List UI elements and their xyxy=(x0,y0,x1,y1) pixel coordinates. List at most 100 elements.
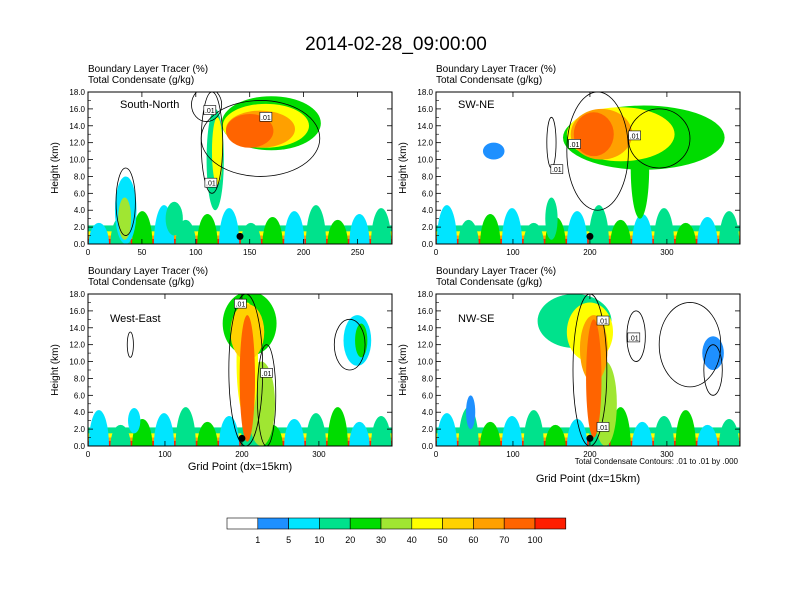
svg-text:.01: .01 xyxy=(552,167,562,174)
y-tick-label: 4.0 xyxy=(422,408,434,417)
tracer-bump xyxy=(610,219,631,244)
contour-label: .01 xyxy=(204,177,218,188)
tracer-bump xyxy=(88,222,109,244)
y-axis-label: Height (km) xyxy=(398,344,409,396)
contour-label: .01 xyxy=(260,368,273,378)
tracer-bump xyxy=(523,410,544,446)
panel-label-tracer: Boundary Layer Tracer (%) xyxy=(436,64,556,75)
tracer-bump xyxy=(675,222,696,244)
tracer-bump xyxy=(653,208,675,244)
colorbar-label: 20 xyxy=(345,535,355,545)
tracer-bump xyxy=(197,421,218,446)
colorbar-swatch xyxy=(380,517,413,530)
tracer-bump xyxy=(567,418,588,446)
y-tick-label: 2.0 xyxy=(422,425,434,434)
x-tick-label: 0 xyxy=(434,450,439,459)
condensate-contour xyxy=(126,331,134,358)
colorbar-label: 60 xyxy=(468,535,478,545)
tracer-bump xyxy=(436,205,457,244)
tracer-base-band xyxy=(88,440,392,446)
contour-label: .01 xyxy=(627,332,641,342)
x-axis-label: Grid Point (dx=15km) xyxy=(188,461,292,473)
condensate-contour xyxy=(333,318,366,371)
tracer-bump xyxy=(305,413,327,446)
y-tick-label: 18.0 xyxy=(417,290,433,299)
condensate-contour xyxy=(191,92,223,122)
y-tick-label: 6.0 xyxy=(74,189,86,198)
colorbar-swatch xyxy=(442,517,474,530)
panel-label-tracer: Boundary Layer Tracer (%) xyxy=(436,266,556,277)
condensate-contour xyxy=(115,167,136,236)
y-tick-label: 16.0 xyxy=(69,307,85,316)
contour-note: Total Condensate Contours: .01 to .01 by… xyxy=(575,457,739,466)
y-tick-label: 10.0 xyxy=(417,156,433,165)
tracer-region xyxy=(211,117,223,185)
x-tick-label: 250 xyxy=(351,248,365,257)
colorbar-label: 100 xyxy=(527,535,542,545)
panel-sw-ne: Boundary Layer Tracer (%) Total Condensa… xyxy=(398,64,741,257)
tracer-bump xyxy=(349,421,370,446)
y-tick-label: 8.0 xyxy=(74,374,86,383)
x-tick-label: 100 xyxy=(506,248,520,257)
tracer-bump xyxy=(545,424,566,446)
location-marker xyxy=(586,434,594,442)
tracer-bump xyxy=(262,216,283,244)
contour-label: .01 xyxy=(550,164,564,174)
svg-text:.01: .01 xyxy=(570,142,580,149)
tracer-bump xyxy=(240,222,261,244)
contour-label: .01 xyxy=(259,112,273,122)
condensate-contour xyxy=(626,310,646,362)
x-tick-label: 0 xyxy=(86,450,91,459)
x-tick-label: 0 xyxy=(434,248,439,257)
colorbar-swatch xyxy=(411,517,443,530)
y-tick-label: 12.0 xyxy=(417,139,433,148)
tracer-bump xyxy=(697,424,718,446)
heatmap-area: .01 .01 .01 xyxy=(88,92,392,244)
tracer-bump xyxy=(567,211,588,244)
x-tick-label: 150 xyxy=(243,248,257,257)
heatmap-area: .01 .01 .01 xyxy=(436,294,740,446)
y-tick-label: 0.0 xyxy=(422,442,434,451)
y-tick-label: 16.0 xyxy=(417,307,433,316)
colorbar-swatch xyxy=(257,517,289,530)
y-tick-label: 10.0 xyxy=(69,358,85,367)
x-tick-label: 200 xyxy=(297,248,311,257)
panel-south-north: Boundary Layer Tracer (%) Total Condensa… xyxy=(50,64,393,257)
tracer-bump xyxy=(327,407,348,446)
y-tick-label: 0.0 xyxy=(74,240,86,249)
y-tick-label: 14.0 xyxy=(417,122,433,131)
tracer-bump xyxy=(632,214,653,244)
tracer-region xyxy=(128,408,141,434)
tracer-base-band xyxy=(436,440,740,446)
tracer-bump xyxy=(501,208,523,244)
tracer-bump xyxy=(501,416,523,446)
colorbar-swatch xyxy=(319,517,351,530)
condensate-contour xyxy=(200,92,224,194)
tracer-bump xyxy=(523,222,544,244)
tracer-bump xyxy=(88,410,109,446)
tracer-bump xyxy=(284,211,305,244)
colorbar-label: 5 xyxy=(286,535,291,545)
colorbar-label: 10 xyxy=(314,535,324,545)
tracer-region xyxy=(165,201,183,236)
x-tick-label: 200 xyxy=(583,248,597,257)
panel-label-tracer: Boundary Layer Tracer (%) xyxy=(88,64,208,75)
contour-label: .01 xyxy=(596,315,610,326)
y-tick-label: 12.0 xyxy=(69,341,85,350)
y-tick-label: 18.0 xyxy=(417,88,433,97)
tracer-bump xyxy=(719,211,740,244)
x-tick-label: 100 xyxy=(158,450,172,459)
y-tick-label: 2.0 xyxy=(74,425,86,434)
tracer-region xyxy=(573,112,614,157)
tracer-bump xyxy=(153,413,175,446)
y-tick-label: 0.0 xyxy=(74,442,86,451)
x-tick-label: 200 xyxy=(235,450,249,459)
y-tick-label: 18.0 xyxy=(69,88,85,97)
tracer-bump xyxy=(305,205,327,244)
svg-text:.01: .01 xyxy=(261,115,271,122)
x-tick-label: 100 xyxy=(506,450,520,459)
tracer-region xyxy=(355,323,368,358)
y-tick-label: 16.0 xyxy=(69,105,85,114)
x-tick-label: 0 xyxy=(86,248,91,257)
tracer-region xyxy=(466,395,476,430)
